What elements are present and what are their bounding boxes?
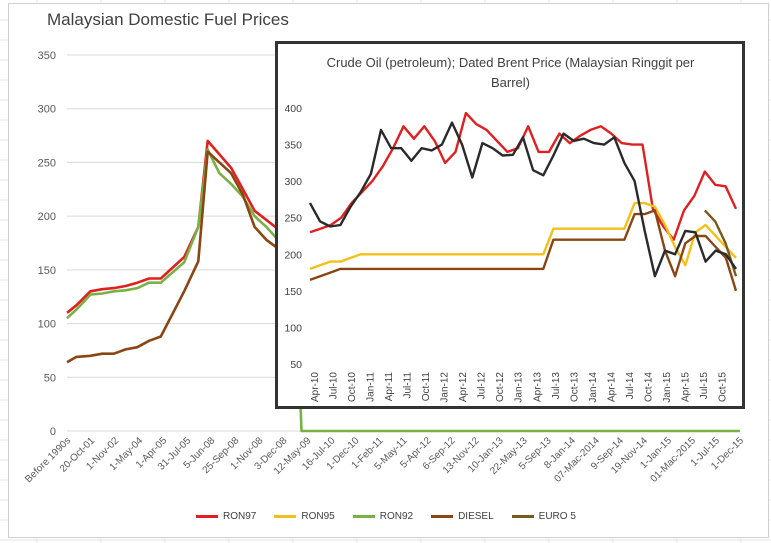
main-y-tick-100: 100 (38, 319, 56, 331)
main-y-tick-50: 50 (44, 372, 56, 384)
inset-y-tick-50: 50 (290, 359, 302, 371)
inset-x-tick-jul-14: Jul-14 (625, 372, 636, 400)
chart-legend: RON97 RON95 RON92 DIESEL EURO 5 (196, 507, 594, 525)
inset-chart[interactable]: Crude Oil (petroleum); Dated Brent Price… (275, 41, 745, 409)
inset-x-tick-jan-15: Jan-15 (662, 372, 673, 403)
legend-item-diesel: DIESEL (431, 511, 494, 522)
legend-swatch-ron92 (352, 514, 375, 518)
inset-chart-title: Crude Oil (petroleum); Dated Brent Price… (326, 55, 695, 90)
inset-x-tick-apr-15: Apr-15 (680, 372, 691, 402)
inset-chart-plot: 50 100 150 200 250 300 350 400 Apr-10 Jul-10 Oct-1… (284, 103, 738, 403)
inset-x-tick-oct-10: Oct-10 (347, 372, 358, 402)
main-series-ron92 (66, 148, 740, 433)
legend-item-ron97: RON97 (196, 511, 256, 522)
legend-label-diesel: DIESEL (458, 510, 494, 522)
inset-x-tick-oct-15: Oct-15 (717, 372, 728, 402)
inset-x-tick-oct-13: Oct-13 (569, 372, 580, 402)
legend-swatch-diesel (431, 514, 454, 518)
inset-x-tick-jan-11: Jan-11 (366, 372, 377, 402)
inset-x-tick-jan-12: Jan-12 (440, 372, 451, 403)
inset-x-tick-apr-11: Apr-11 (384, 372, 395, 402)
inset-series-ron95 (309, 201, 737, 271)
inset-y-tick-300: 300 (284, 176, 302, 188)
legend-item-euro5: EURO 5 (511, 510, 576, 522)
inset-y-tick-150: 150 (284, 286, 302, 298)
main-y-tick-350: 350 (38, 50, 56, 62)
inset-series-brent (308, 121, 737, 278)
inset-x-tick-oct-11: Oct-11 (421, 372, 432, 402)
inset-x-tick-oct-14: Oct-14 (643, 372, 654, 402)
main-y-tick-250: 250 (38, 157, 56, 169)
legend-item-ron92: RON92 (352, 510, 414, 522)
inset-x-tick-oct-12: Oct-12 (495, 372, 506, 402)
main-series-ron97 (66, 139, 279, 314)
main-y-tick-300: 300 (38, 104, 56, 116)
inset-y-tick-200: 200 (284, 249, 302, 261)
inset-x-tick-apr-12: Apr-12 (458, 372, 469, 402)
inset-series-euro-5 (703, 209, 738, 277)
main-y-tick-200: 200 (38, 211, 56, 223)
inset-x-tick-jul-11: Jul-11 (403, 372, 414, 399)
inset-series-ron97 (309, 111, 738, 241)
inset-y-tick-250: 250 (284, 213, 302, 225)
inset-y-tick-100: 100 (284, 322, 302, 334)
inset-x-tick-jul-15: Jul-15 (699, 372, 710, 400)
inset-y-tick-400: 400 (284, 103, 302, 115)
legend-label-ron97: RON97 (223, 510, 257, 522)
inset-x-tick-jul-12: Jul-12 (477, 372, 488, 400)
legend-item-ron95: RON95 (274, 510, 335, 522)
inset-x-tick-jul-13: Jul-13 (551, 372, 562, 400)
inset-series-diesel (309, 209, 738, 292)
legend-swatch-euro5 (511, 514, 534, 518)
legend-label-ron95: RON95 (301, 510, 335, 522)
inset-x-tick-apr-10: Apr-10 (310, 372, 321, 402)
main-chart-title: Malaysian Domestic Fuel Prices (47, 10, 289, 29)
inset-x-tick-jan-14: Jan-14 (588, 372, 599, 403)
legend-swatch-ron95 (274, 514, 297, 518)
legend-label-ron92: RON92 (379, 510, 414, 522)
inset-x-tick-apr-14: Apr-14 (606, 372, 617, 402)
legend-swatch-ron97 (196, 514, 218, 518)
main-y-tick-0: 0 (50, 426, 56, 438)
legend-label-euro5: EURO 5 (538, 510, 576, 522)
inset-x-tick-apr-13: Apr-13 (532, 372, 543, 402)
inset-x-tick-jul-10: Jul-10 (329, 372, 340, 400)
inset-y-tick-350: 350 (284, 140, 302, 152)
main-series-diesel (66, 150, 302, 364)
inset-x-tick-jan-13: Jan-13 (514, 372, 525, 403)
main-y-tick-150: 150 (38, 265, 56, 277)
